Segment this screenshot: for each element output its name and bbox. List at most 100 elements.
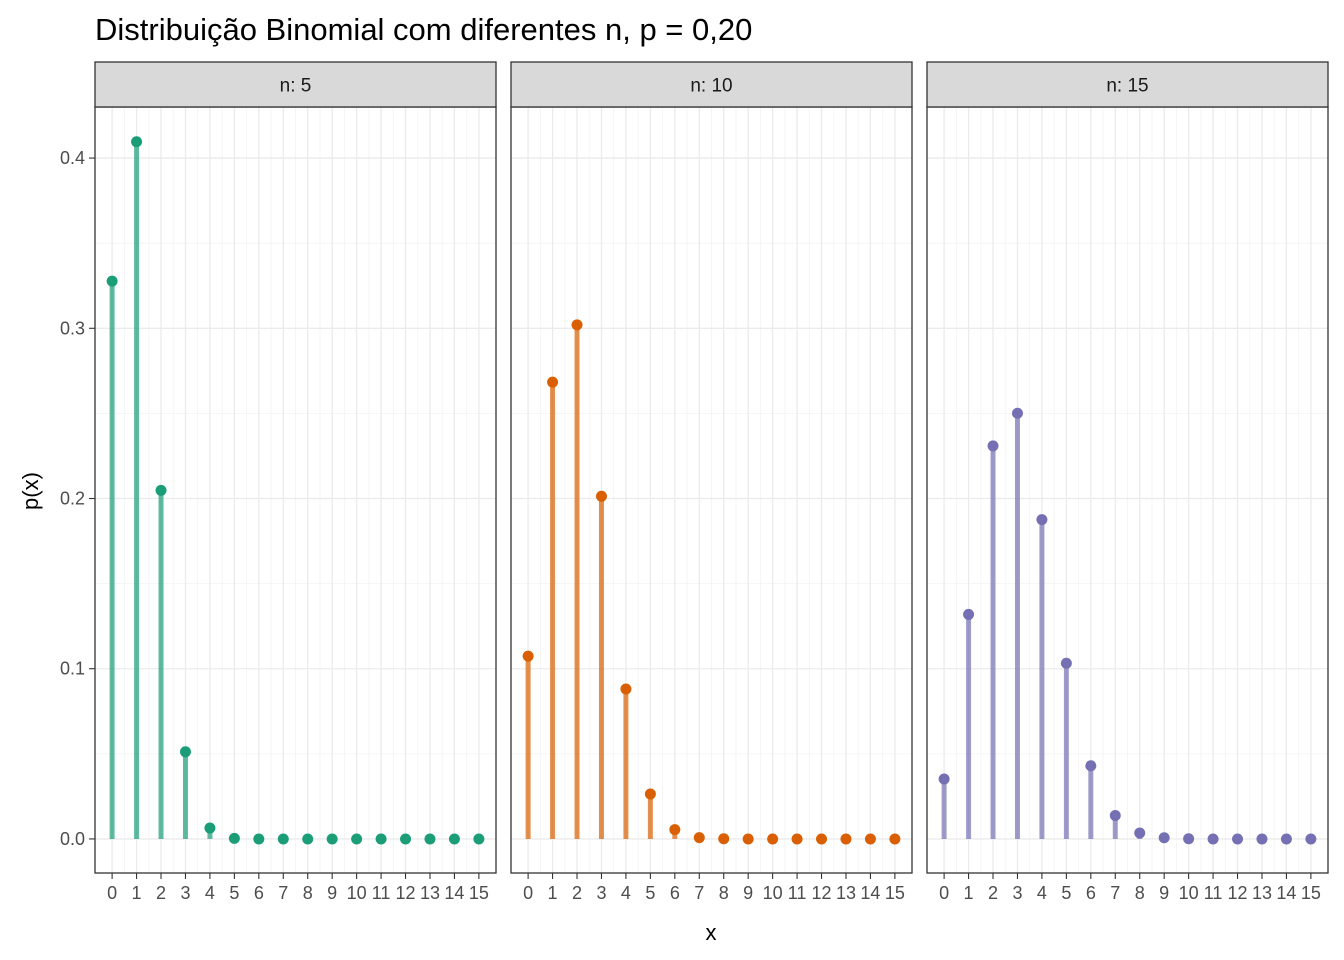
data-point: [889, 833, 901, 845]
x-tick-label: 6: [670, 883, 680, 903]
data-point: [131, 136, 143, 148]
x-tick-label: 6: [1086, 883, 1096, 903]
data-point: [351, 833, 363, 845]
data-point: [718, 833, 730, 845]
facet-strip-label: n: 5: [280, 76, 312, 97]
data-point: [448, 833, 460, 845]
x-tick-label: 0: [939, 883, 949, 903]
x-tick-label: 13: [420, 883, 440, 903]
x-tick-label: 7: [1110, 883, 1120, 903]
data-point: [302, 833, 314, 845]
facet-strip-label: n: 10: [690, 76, 732, 97]
data-point: [1036, 514, 1048, 526]
facet-strip-label: n: 15: [1106, 76, 1148, 97]
y-tick-label: 0.0: [60, 829, 85, 849]
data-point: [522, 650, 534, 662]
data-point: [1183, 833, 1195, 845]
data-point: [644, 788, 656, 800]
data-point: [742, 833, 754, 845]
x-tick-label: 8: [719, 883, 729, 903]
x-tick-label: 0: [107, 883, 117, 903]
x-tick-label: 2: [572, 883, 582, 903]
x-tick-label: 10: [763, 883, 783, 903]
data-point: [840, 833, 852, 845]
x-tick-label: 8: [1135, 883, 1145, 903]
data-point: [938, 773, 950, 785]
x-tick-label: 12: [1228, 883, 1248, 903]
x-tick-label: 12: [812, 883, 832, 903]
data-point: [253, 833, 265, 845]
data-point: [1011, 407, 1023, 419]
x-tick-label: 15: [1301, 883, 1321, 903]
data-point: [1158, 832, 1170, 844]
x-tick-label: 14: [444, 883, 464, 903]
x-tick-label: 1: [964, 883, 974, 903]
x-tick-label: 3: [180, 883, 190, 903]
data-point: [326, 833, 338, 845]
x-tick-label: 5: [1061, 883, 1071, 903]
x-tick-label: 11: [372, 883, 391, 903]
x-tick-label: 3: [1012, 883, 1022, 903]
x-tick-label: 3: [596, 883, 606, 903]
data-point: [693, 832, 705, 844]
data-point: [595, 490, 607, 502]
x-tick-label: 10: [1179, 883, 1199, 903]
data-point: [1085, 760, 1097, 772]
x-tick-label: 4: [1037, 883, 1047, 903]
data-point: [400, 833, 412, 845]
x-tick-label: 5: [229, 883, 239, 903]
y-axis: 0.0 0.1 0.2 0.3 0.4: [60, 148, 95, 849]
facet-strip: [926, 61, 1329, 108]
data-point: [375, 833, 387, 845]
facet-strip: [510, 61, 913, 108]
x-tick-label: 7: [278, 883, 288, 903]
facet-panels: n: 50 1 2 3 4 5 6 7 8 9 10 11 12 13 14 15n: 100 1 2 3 4 5 6 7 8…: [94, 61, 1329, 903]
data-point: [155, 484, 167, 496]
x-tick-label: 10: [347, 883, 367, 903]
data-point: [1232, 833, 1244, 845]
x-tick-label: 9: [327, 883, 337, 903]
x-tick-label: 13: [836, 883, 856, 903]
facet-strip: [94, 61, 497, 108]
data-point: [767, 833, 779, 845]
data-point: [816, 833, 828, 845]
x-tick-label: 11: [788, 883, 807, 903]
data-point: [1256, 833, 1268, 845]
x-tick-label: 2: [156, 883, 166, 903]
x-tick-label: 7: [694, 883, 704, 903]
facet-panel: n: 100 1 2 3 4 5 6 7 8 9 10 11 12 13 14 15: [510, 61, 913, 903]
data-point: [204, 822, 216, 834]
x-tick-label: 11: [1204, 883, 1223, 903]
data-point: [1280, 833, 1292, 845]
y-tick-label: 0.2: [60, 489, 85, 509]
data-point: [864, 833, 876, 845]
data-point: [1134, 827, 1146, 839]
data-point: [571, 319, 583, 331]
data-point: [179, 746, 191, 758]
data-point: [1305, 833, 1317, 845]
data-point: [106, 275, 118, 287]
x-tick-label: 8: [303, 883, 313, 903]
x-tick-label: 1: [132, 883, 142, 903]
x-tick-label: 4: [621, 883, 631, 903]
data-point: [277, 833, 289, 845]
data-point: [424, 833, 436, 845]
x-tick-label: 9: [743, 883, 753, 903]
data-point: [987, 440, 999, 452]
x-tick-label: 1: [548, 883, 558, 903]
x-tick-label: 6: [254, 883, 264, 903]
x-tick-label: 4: [205, 883, 215, 903]
y-axis-title: p(x): [18, 472, 43, 510]
data-point: [963, 608, 975, 620]
data-point: [1060, 657, 1072, 669]
x-tick-label: 5: [645, 883, 655, 903]
x-tick-label: 13: [1252, 883, 1272, 903]
y-tick-label: 0.4: [60, 148, 85, 168]
chart-title: Distribuição Binomial com diferentes n, …: [95, 12, 752, 47]
y-tick-label: 0.3: [60, 318, 85, 338]
facet-panel: n: 150 1 2 3 4 5 6 7 8 9 10 11 12 13 14 15: [926, 61, 1329, 903]
x-axis-title: x: [706, 920, 717, 945]
data-point: [228, 832, 240, 844]
x-tick-label: 15: [885, 883, 905, 903]
